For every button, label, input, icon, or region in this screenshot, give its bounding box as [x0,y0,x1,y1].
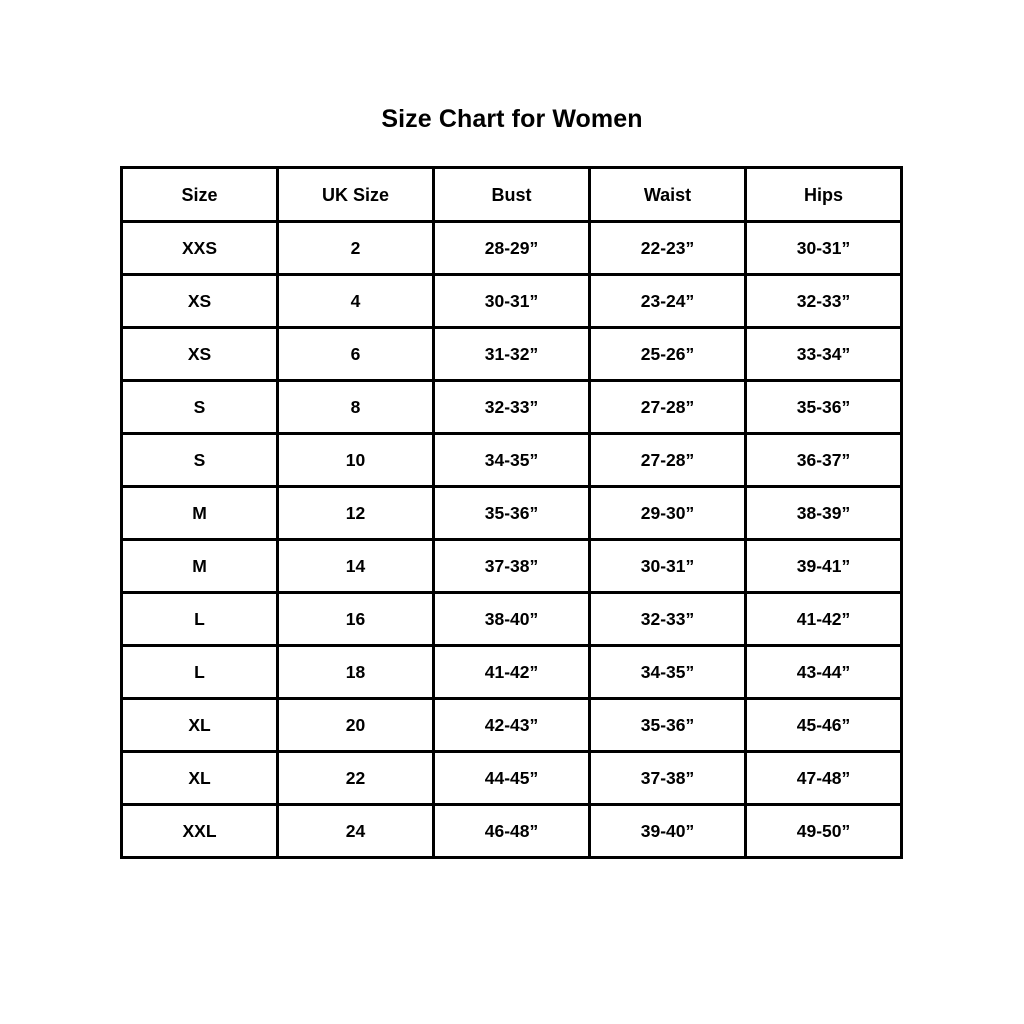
cell-uk-size: 20 [276,697,435,753]
column-header-waist: Waist [588,166,747,223]
cell-size: XXS [120,220,279,276]
cell-hips: 43-44” [744,644,903,700]
cell-waist: 30-31” [588,538,747,594]
cell-waist: 35-36” [588,697,747,753]
cell-uk-size: 22 [276,750,435,806]
cell-hips: 30-31” [744,220,903,276]
cell-waist: 27-28” [588,379,747,435]
cell-hips: 47-48” [744,750,903,806]
cell-waist: 27-28” [588,432,747,488]
cell-waist: 32-33” [588,591,747,647]
cell-size: M [120,538,279,594]
table-row: S 8 32-33” 27-28” 35-36” [120,379,903,435]
cell-bust: 42-43” [432,697,591,753]
cell-bust: 38-40” [432,591,591,647]
cell-uk-size: 12 [276,485,435,541]
cell-hips: 33-34” [744,326,903,382]
cell-waist: 34-35” [588,644,747,700]
cell-size: XS [120,273,279,329]
cell-size: XS [120,326,279,382]
cell-waist: 37-38” [588,750,747,806]
cell-hips: 36-37” [744,432,903,488]
cell-bust: 44-45” [432,750,591,806]
cell-hips: 49-50” [744,803,903,859]
cell-bust: 34-35” [432,432,591,488]
cell-uk-size: 10 [276,432,435,488]
cell-uk-size: 6 [276,326,435,382]
cell-bust: 32-33” [432,379,591,435]
table-header-row: Size UK Size Bust Waist Hips [120,166,903,223]
table-row: XL 20 42-43” 35-36” 45-46” [120,697,903,753]
cell-bust: 35-36” [432,485,591,541]
column-header-hips: Hips [744,166,903,223]
cell-hips: 32-33” [744,273,903,329]
cell-uk-size: 2 [276,220,435,276]
table-row: XS 4 30-31” 23-24” 32-33” [120,273,903,329]
cell-bust: 41-42” [432,644,591,700]
cell-size: S [120,432,279,488]
table-row: M 12 35-36” 29-30” 38-39” [120,485,903,541]
cell-waist: 29-30” [588,485,747,541]
cell-size: L [120,591,279,647]
cell-bust: 46-48” [432,803,591,859]
cell-bust: 28-29” [432,220,591,276]
cell-size: XXL [120,803,279,859]
table-row: M 14 37-38” 30-31” 39-41” [120,538,903,594]
table-row: XXS 2 28-29” 22-23” 30-31” [120,220,903,276]
cell-bust: 31-32” [432,326,591,382]
cell-waist: 22-23” [588,220,747,276]
cell-size: M [120,485,279,541]
table-row: XL 22 44-45” 37-38” 47-48” [120,750,903,806]
table-row: XXL 24 46-48” 39-40” 49-50” [120,803,903,859]
cell-uk-size: 18 [276,644,435,700]
cell-hips: 38-39” [744,485,903,541]
size-chart-table-container: Size UK Size Bust Waist Hips XXS 2 28-29… [120,166,903,859]
cell-size: L [120,644,279,700]
cell-waist: 25-26” [588,326,747,382]
table-row: L 18 41-42” 34-35” 43-44” [120,644,903,700]
cell-hips: 41-42” [744,591,903,647]
cell-hips: 35-36” [744,379,903,435]
cell-uk-size: 16 [276,591,435,647]
cell-bust: 37-38” [432,538,591,594]
cell-hips: 39-41” [744,538,903,594]
table-row: S 10 34-35” 27-28” 36-37” [120,432,903,488]
cell-waist: 23-24” [588,273,747,329]
table-row: L 16 38-40” 32-33” 41-42” [120,591,903,647]
table-row: XS 6 31-32” 25-26” 33-34” [120,326,903,382]
cell-size: XL [120,750,279,806]
size-chart-table: Size UK Size Bust Waist Hips XXS 2 28-29… [120,166,903,859]
cell-bust: 30-31” [432,273,591,329]
cell-waist: 39-40” [588,803,747,859]
cell-uk-size: 8 [276,379,435,435]
column-header-size: Size [120,166,279,223]
cell-uk-size: 24 [276,803,435,859]
cell-size: S [120,379,279,435]
cell-uk-size: 4 [276,273,435,329]
cell-hips: 45-46” [744,697,903,753]
column-header-bust: Bust [432,166,591,223]
cell-size: XL [120,697,279,753]
table-header: Size UK Size Bust Waist Hips [120,166,903,223]
cell-uk-size: 14 [276,538,435,594]
page-title: Size Chart for Women [381,105,643,133]
column-header-uk-size: UK Size [276,166,435,223]
table-body: XXS 2 28-29” 22-23” 30-31” XS 4 30-31” 2… [120,220,903,859]
